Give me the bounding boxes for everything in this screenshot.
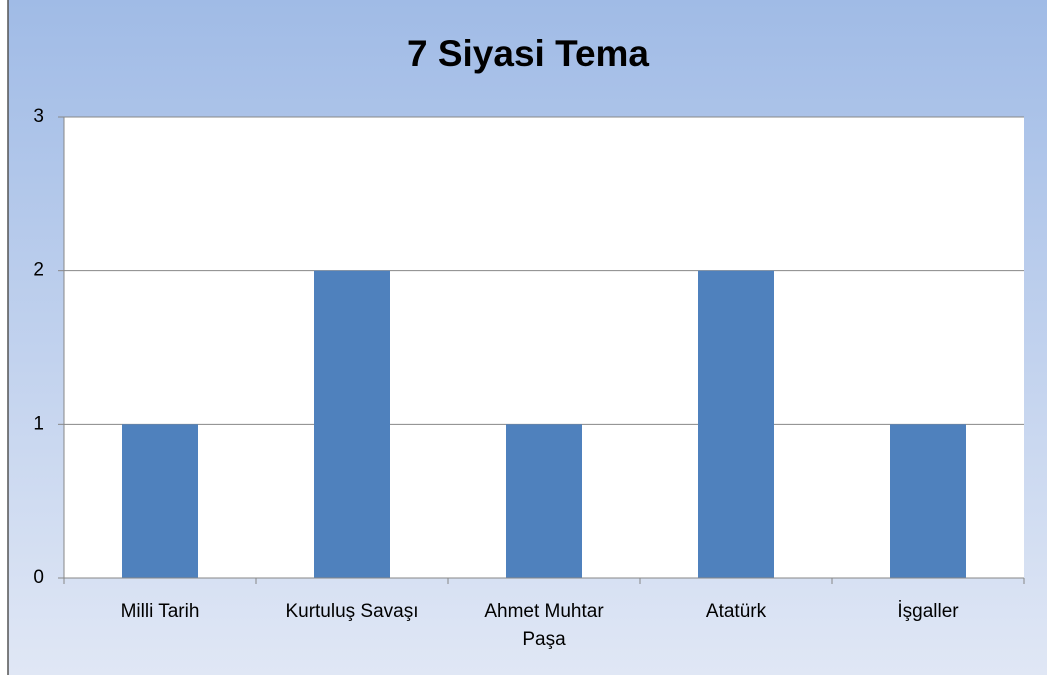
y-tick-label: 0 <box>33 567 44 588</box>
bar <box>506 424 582 578</box>
bar <box>698 270 774 578</box>
x-tick-label: Atatürk <box>705 601 767 622</box>
x-tick-label: İşgaller <box>897 601 959 622</box>
bar <box>122 424 198 578</box>
x-tick-label: Milli Tarih <box>120 601 200 622</box>
y-tick-label: 3 <box>33 106 44 127</box>
x-tick-label: Kurtuluş Savaşı <box>285 601 419 622</box>
chart-title: 7 Siyasi Tema <box>407 33 649 74</box>
y-tick-label: 2 <box>33 260 44 281</box>
bar <box>890 424 966 578</box>
x-tick-label: Ahmet Muhtar Paşa <box>484 601 604 650</box>
y-tick-label: 1 <box>33 413 44 434</box>
bar <box>314 270 390 578</box>
